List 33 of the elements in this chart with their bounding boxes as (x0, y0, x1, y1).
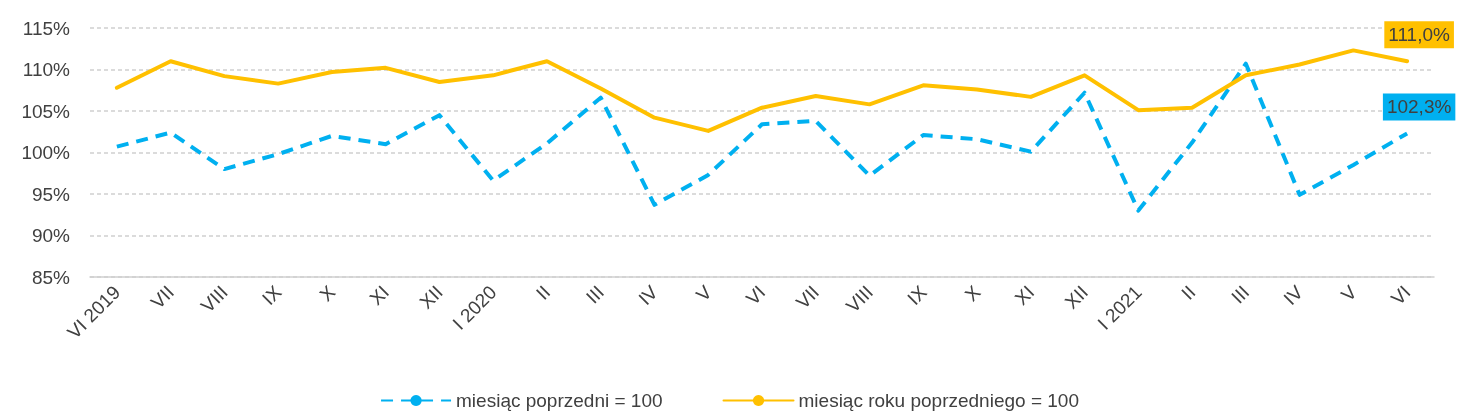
x-tick-label: VII (791, 281, 824, 313)
x-tick-label: II (532, 281, 555, 304)
x-tick-label: V (691, 281, 716, 306)
data-label: 102,3% (1386, 96, 1452, 118)
x-tick-label: X (960, 281, 985, 306)
y-tick-label: 85% (31, 266, 71, 288)
x-tick-label: III (582, 281, 609, 308)
x-tick-label: IV (1279, 281, 1308, 310)
x-tick-label: IX (258, 281, 286, 310)
x-tick-label: IX (903, 281, 931, 310)
x-tick-label: XII (415, 281, 447, 313)
y-tick-label: 100% (21, 142, 71, 163)
x-tick-label: XI (1010, 281, 1039, 310)
x-tick-label: VII (146, 281, 179, 313)
x-tick-label: VI (1387, 281, 1415, 310)
x-tick-label: II (1177, 281, 1200, 304)
y-tick-label: 110% (22, 59, 71, 80)
x-tick-label: VIII (841, 281, 877, 317)
data-label: 111,0% (1388, 24, 1451, 46)
y-tick-label: 95% (31, 183, 71, 205)
x-tick-label: VIII (196, 281, 232, 317)
x-tick-label: III (1227, 281, 1254, 308)
x-tick-label: VI (741, 281, 770, 310)
y-tick-label: 115% (22, 17, 71, 39)
legend-label: miesiąc roku poprzedniego = 100 (798, 390, 1079, 411)
y-tick-label: 105% (21, 100, 71, 122)
x-tick-label: V (1336, 281, 1362, 306)
x-tick-label: XII (1060, 281, 1092, 313)
x-tick-label: X (315, 281, 340, 306)
legend-label: miesiąc poprzedni = 100 (456, 390, 663, 411)
x-tick-label: IV (634, 281, 663, 310)
x-tick-label: XI (365, 281, 394, 310)
y-tick-label: 90% (31, 225, 71, 246)
